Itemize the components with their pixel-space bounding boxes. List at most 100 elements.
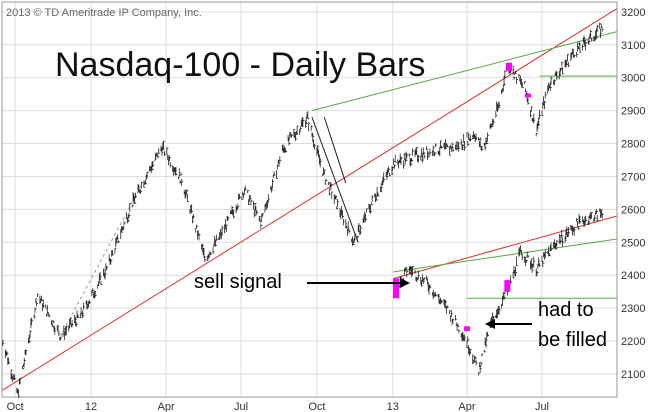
price-bar [276,170,279,179]
price-bar [512,65,515,76]
price-bar [450,310,453,317]
price-bar [426,278,429,285]
price-bar [42,299,45,309]
price-bar [599,22,602,29]
price-bar [417,154,420,163]
price-bar [406,269,409,278]
price-bar [408,153,411,158]
price-bar [429,284,432,289]
price-bar [480,361,483,367]
price-bar [237,203,240,209]
price-bar [441,145,443,149]
price-bar [411,158,414,162]
price-bar [435,292,438,297]
price-bar [467,336,470,342]
price-bar [585,215,588,223]
price-bar [70,317,72,325]
price-bar [132,191,135,201]
price-bar [6,352,9,356]
price-bar [215,239,218,247]
price-bar [474,356,477,359]
price-bar [100,281,103,286]
price-bar [10,369,13,380]
price-bar [576,217,579,222]
price-bar [59,337,62,341]
price-bar [134,196,137,204]
price-bar [405,266,408,270]
price-bar [317,145,320,154]
price-bar [426,146,429,151]
price-bar [239,193,241,200]
price-bar [550,242,553,252]
price-bar [394,164,396,169]
price-bar [578,40,581,46]
price-bar [478,372,481,376]
price-bar [290,134,293,138]
price-bar [515,266,518,277]
y-tick-label: 2900 [621,106,645,118]
price-bar [325,178,328,182]
price-bar [175,166,178,176]
price-bar [520,245,523,252]
price-bar [510,275,513,283]
price-bar [52,320,55,324]
price-bar [184,191,187,199]
price-bar [127,214,130,222]
price-bar [267,194,270,203]
price-bar [299,129,302,135]
x-tick-label: Apr [157,401,174,412]
price-bar [104,270,107,280]
price-bar [278,159,281,167]
price-bar [515,70,518,74]
price-bars [1,22,604,399]
price-bar [123,221,126,226]
price-bar [550,76,553,85]
price-bar [495,110,498,118]
price-bar [491,123,494,128]
price-bar [561,229,564,238]
price-bar [256,210,259,214]
price-bar [371,195,374,202]
y-tick-label: 3000 [621,73,645,85]
price-bar [221,225,224,235]
price-bar [469,134,472,142]
price-bar [590,29,593,39]
price-bar [22,365,25,370]
price-bar [296,125,299,135]
highlight-marker [504,280,511,292]
price-bar [258,215,261,222]
price-bar [525,259,528,263]
price-bar [595,28,598,39]
price-bar [163,140,166,150]
price-bar [444,142,447,150]
price-bar [310,125,313,131]
trendline [323,117,347,184]
price-bar [487,332,490,337]
price-bar [562,237,565,247]
price-bar [323,169,326,175]
price-bar [314,145,316,150]
price-bar [473,359,476,364]
sell-signal-arrow [307,278,410,288]
price-bar [156,152,159,156]
trendline [393,238,618,273]
price-bar [512,271,515,279]
price-bar [285,148,288,153]
price-bar [403,160,405,169]
price-bar [527,255,530,259]
price-bar [295,132,297,141]
price-bar [365,213,368,222]
price-bar [46,304,49,314]
price-bar [345,218,348,229]
price-bar [140,189,142,194]
price-bar [486,140,489,145]
price-bar [561,61,564,67]
price-bar [143,182,146,188]
y-tick-label: 2800 [621,139,645,151]
price-bar [122,225,125,231]
price-bar [255,206,258,216]
price-bar [417,277,419,281]
price-bar [87,305,90,309]
price-bar [416,146,419,156]
price-bar [167,154,170,160]
